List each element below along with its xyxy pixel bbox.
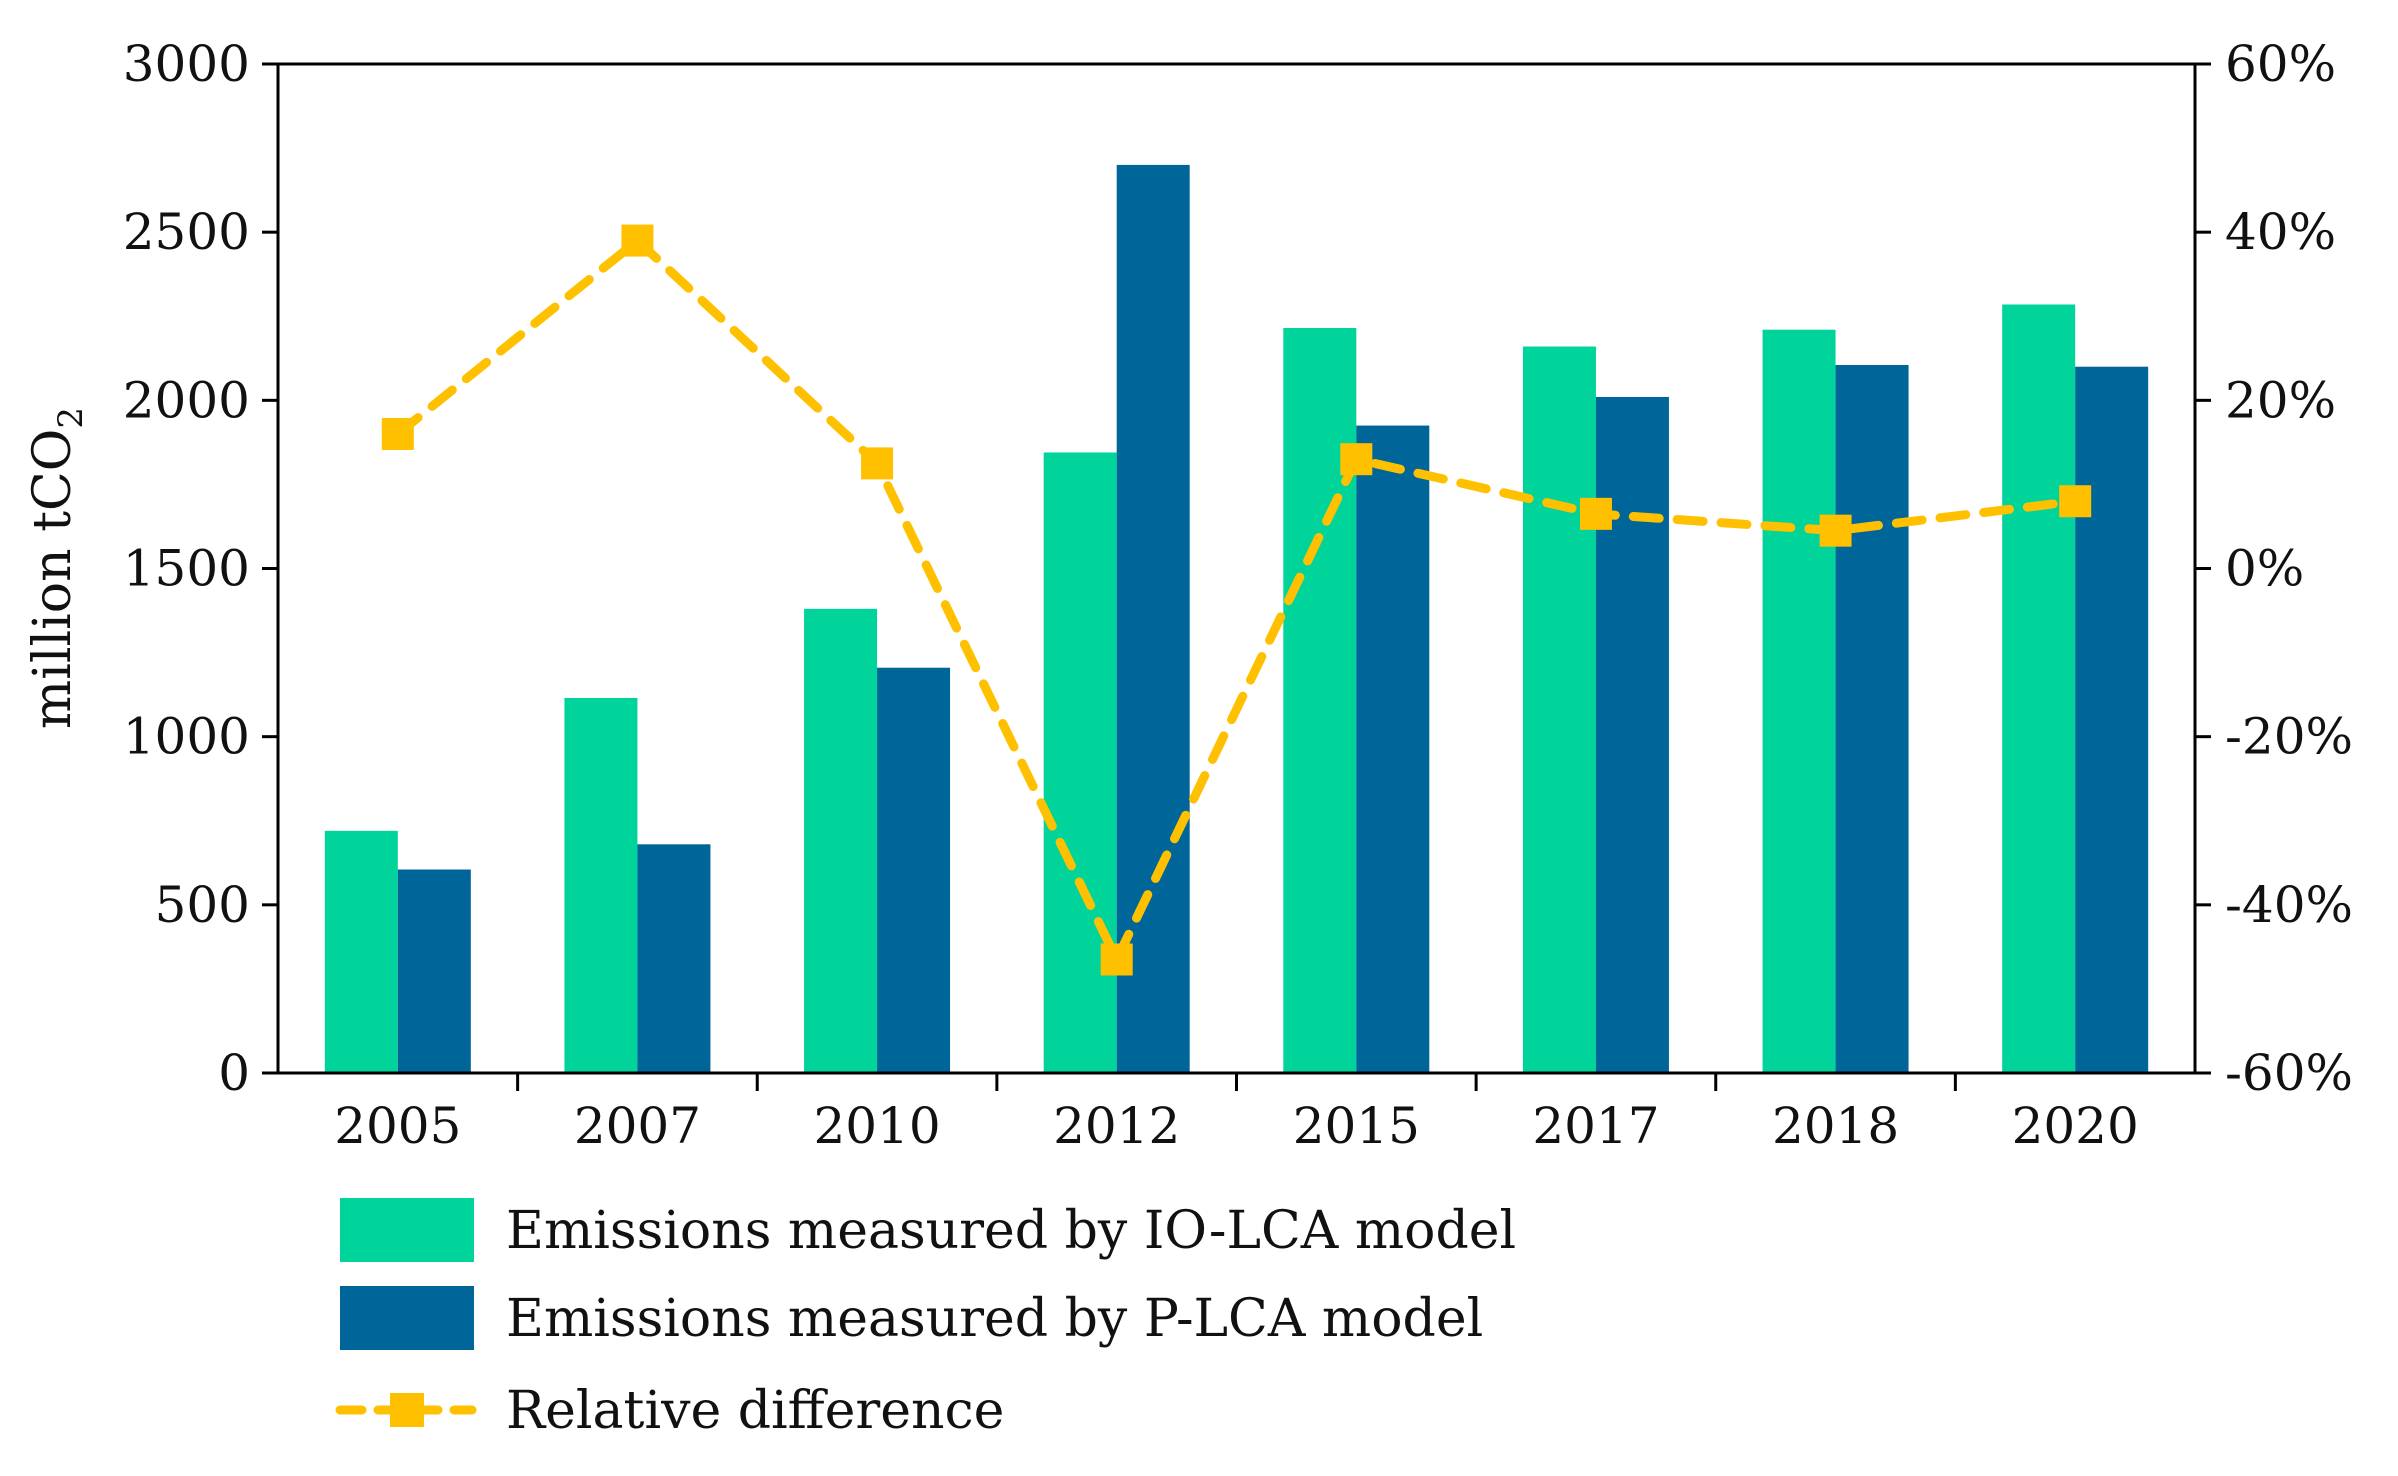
right-tick-label: 60%	[2225, 35, 2336, 93]
right-tick-label: 40%	[2225, 203, 2336, 261]
x-tick-label-2012: 2012	[1053, 1097, 1180, 1155]
bar-p-lca-2020	[2075, 366, 2149, 1073]
bar-p-lca-2010	[877, 667, 951, 1073]
relative-difference-marker-2012	[1100, 943, 1133, 976]
left-tick-label: 3000	[123, 35, 250, 93]
bars-layer	[324, 164, 2149, 1074]
x-tick-label-2007: 2007	[574, 1097, 701, 1155]
bar-p-lca-2005	[397, 869, 471, 1073]
legend: Emissions measured by IO-LCA model Emissi…	[335, 1198, 1516, 1441]
left-tick-label: 500	[155, 876, 250, 934]
right-tick-label: -60%	[2225, 1044, 2353, 1102]
x-tick-label-2020: 2020	[2012, 1097, 2139, 1155]
bar-p-lca-2015	[1356, 425, 1430, 1073]
right-tick-label: 0%	[2225, 540, 2304, 598]
left-tick-label: 2500	[123, 203, 250, 261]
bar-io-lca-2015	[1283, 328, 1357, 1073]
relative-difference-marker-2015	[1340, 443, 1373, 476]
bar-p-lca-2007	[637, 844, 711, 1073]
bar-io-lca-2020	[2002, 304, 2076, 1073]
relative-difference-path	[393, 236, 2080, 964]
relative-difference-marker-2010	[861, 447, 894, 480]
bar-io-lca-2017	[1522, 346, 1596, 1073]
relative-difference-marker-2005	[381, 417, 414, 450]
legend-label: Relative difference	[506, 1381, 1004, 1441]
left-tick-label: 1500	[123, 540, 250, 598]
bar-io-lca-2010	[804, 608, 878, 1073]
bar-io-lca-2005	[324, 830, 398, 1073]
right-tick-label: 20%	[2225, 371, 2336, 429]
legend-marker-swatch	[390, 1393, 424, 1427]
bar-io-lca-2012	[1043, 452, 1117, 1074]
legend-swatch-p-lca	[340, 1286, 474, 1350]
relative-difference-marker-2020	[2059, 485, 2092, 518]
x-tick-label-2010: 2010	[813, 1097, 940, 1155]
x-tick-label-2005: 2005	[334, 1097, 461, 1155]
x-tick-label-2018: 2018	[1772, 1097, 1899, 1155]
left-tick-label: 1000	[123, 708, 250, 766]
bar-io-lca-2007	[564, 697, 638, 1073]
legend-swatch-io-lca	[340, 1198, 474, 1262]
bar-io-lca-2018	[1762, 329, 1836, 1073]
y-axis-title: million tCO2	[23, 407, 91, 729]
left-tick-label: 2000	[123, 371, 250, 429]
legend-label: Emissions measured by IO-LCA model	[506, 1201, 1516, 1261]
left-tick-label: 0	[218, 1044, 250, 1102]
bar-p-lca-2012	[1116, 164, 1190, 1073]
relative-difference-marker-2018	[1819, 514, 1852, 547]
x-tick-label-2015: 2015	[1293, 1097, 1420, 1155]
right-tick-label: -20%	[2225, 708, 2353, 766]
legend-label: Emissions measured by P-LCA model	[506, 1289, 1483, 1349]
relative-difference-marker-2007	[621, 224, 654, 257]
x-tick-label-2017: 2017	[1532, 1097, 1659, 1155]
relative-difference-marker-2017	[1579, 497, 1612, 530]
right-tick-label: -40%	[2225, 876, 2353, 934]
axes: 0 500 1000 1500 2000 2500 3000 -60% -40% -20% 0% 20…	[23, 35, 2353, 1155]
relative-difference-line	[381, 224, 2092, 976]
bar-p-lca-2018	[1835, 365, 1909, 1074]
